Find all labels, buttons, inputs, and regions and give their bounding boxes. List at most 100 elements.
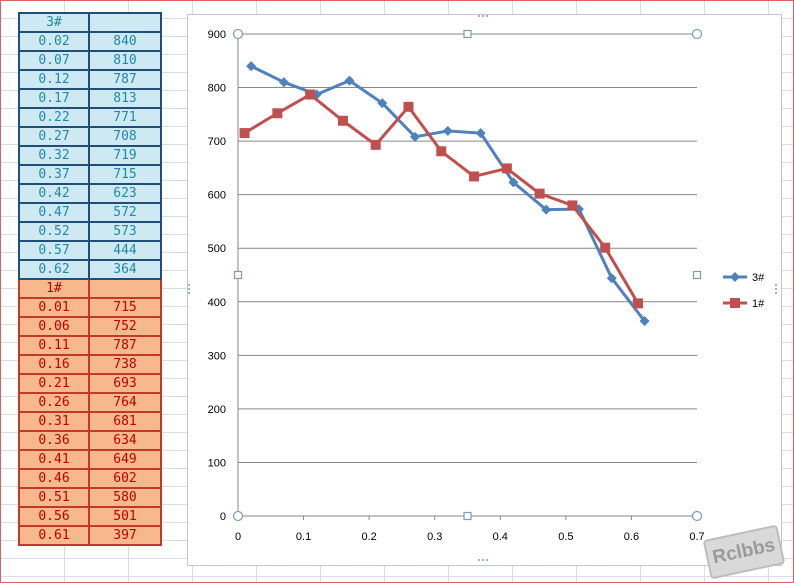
cell-y[interactable]: 715 <box>88 297 162 318</box>
line-chart[interactable]: 0 100 200 300 400 500 600 700 800 900 0 0.1 0.2 0.3 0.… <box>187 14 780 564</box>
cell-y[interactable]: 719 <box>88 145 162 166</box>
cell-y[interactable]: 787 <box>88 335 162 356</box>
frame-grip[interactable] <box>775 288 777 290</box>
data-point[interactable] <box>606 273 617 284</box>
cell-x[interactable]: 0.46 <box>18 468 90 489</box>
cell-y[interactable]: 787 <box>88 69 162 90</box>
data-point[interactable] <box>541 204 552 215</box>
cell-y[interactable]: 623 <box>88 183 162 204</box>
cell-x[interactable]: 0.32 <box>18 145 90 166</box>
selection-handles[interactable] <box>188 15 777 561</box>
data-point[interactable] <box>403 101 414 112</box>
chart-frame[interactable] <box>187 14 782 566</box>
cell-y[interactable]: 444 <box>88 240 162 261</box>
cell-y[interactable]: 771 <box>88 107 162 128</box>
cell-y[interactable]: 764 <box>88 392 162 413</box>
data-point[interactable] <box>730 272 740 282</box>
cell-y[interactable]: 813 <box>88 88 162 109</box>
data-point[interactable] <box>410 131 421 142</box>
cell-y[interactable]: 501 <box>88 506 162 527</box>
cell-x[interactable]: 0.47 <box>18 202 90 223</box>
frame-grip[interactable] <box>188 288 190 290</box>
cell-y[interactable]: 752 <box>88 316 162 337</box>
cell-y[interactable]: 634 <box>88 430 162 451</box>
cell-x[interactable]: 0.31 <box>18 411 90 432</box>
cell-x[interactable]: 0.42 <box>18 183 90 204</box>
frame-grip[interactable] <box>486 15 488 17</box>
data-point[interactable] <box>442 125 453 136</box>
data-point[interactable] <box>370 139 381 150</box>
cell-y[interactable]: 572 <box>88 202 162 223</box>
cell-x[interactable]: 0.22 <box>18 107 90 128</box>
cell-y[interactable]: 397 <box>88 525 162 546</box>
cell-x[interactable]: 0.61 <box>18 525 90 546</box>
frame-grip[interactable] <box>482 559 484 561</box>
data-point[interactable] <box>567 200 578 211</box>
cell-y[interactable]: 580 <box>88 487 162 508</box>
frame-grip[interactable] <box>486 559 488 561</box>
cell-x[interactable]: 0.16 <box>18 354 90 375</box>
frame-grip[interactable] <box>775 292 777 294</box>
cell-y[interactable]: 738 <box>88 354 162 375</box>
data-point[interactable] <box>730 298 740 308</box>
cell-x[interactable]: 0.27 <box>18 126 90 147</box>
cell-y[interactable]: 602 <box>88 468 162 489</box>
cell-x[interactable]: 0.51 <box>18 487 90 508</box>
cell-x[interactable]: 0.12 <box>18 69 90 90</box>
cell-x[interactable]: 0.37 <box>18 164 90 185</box>
data-point[interactable] <box>469 171 480 182</box>
cell-y[interactable]: 715 <box>88 164 162 185</box>
cell-y[interactable]: 810 <box>88 50 162 71</box>
cell-x[interactable]: 0.36 <box>18 430 90 451</box>
cell-y[interactable]: 681 <box>88 411 162 432</box>
data-point[interactable] <box>501 163 512 174</box>
resize-handle-corner[interactable] <box>232 28 244 40</box>
data-point[interactable] <box>239 128 250 139</box>
data-point[interactable] <box>475 128 486 139</box>
data-point[interactable] <box>337 115 348 126</box>
resize-handle-edge[interactable] <box>692 270 702 280</box>
cell-x[interactable]: 0.41 <box>18 449 90 470</box>
cell-y[interactable]: 708 <box>88 126 162 147</box>
cell-y[interactable] <box>88 12 162 33</box>
data-point[interactable] <box>632 298 643 309</box>
cell-x[interactable]: 0.01 <box>18 297 90 318</box>
cell-y[interactable]: 840 <box>88 31 162 52</box>
cell-x[interactable]: 0.11 <box>18 335 90 356</box>
frame-grip[interactable] <box>188 284 190 286</box>
data-point[interactable] <box>272 108 283 119</box>
resize-handle-edge[interactable] <box>463 29 472 39</box>
cell-y[interactable]: 649 <box>88 449 162 470</box>
cell-y[interactable] <box>88 278 162 299</box>
resize-handle-edge[interactable] <box>233 270 243 280</box>
cell-x[interactable]: 0.57 <box>18 240 90 261</box>
cell-y[interactable]: 364 <box>88 259 162 280</box>
frame-grip[interactable] <box>775 284 777 286</box>
data-point[interactable] <box>305 89 316 100</box>
frame-grip[interactable] <box>482 15 484 17</box>
resize-handle-edge[interactable] <box>463 511 472 521</box>
data-point[interactable] <box>377 98 388 109</box>
resize-handle-corner[interactable] <box>691 510 703 522</box>
data-point[interactable] <box>639 316 650 327</box>
frame-grip[interactable] <box>478 15 480 17</box>
data-point[interactable] <box>246 61 257 72</box>
cell-x[interactable]: 0.62 <box>18 259 90 280</box>
frame-grip[interactable] <box>478 559 480 561</box>
cell-x[interactable]: 0.56 <box>18 506 90 527</box>
cell-x[interactable]: 1# <box>18 278 90 299</box>
cell-x[interactable]: 0.07 <box>18 50 90 71</box>
data-point[interactable] <box>534 188 545 199</box>
cell-x[interactable]: 0.02 <box>18 31 90 52</box>
cell-x[interactable]: 0.21 <box>18 373 90 394</box>
cell-x[interactable]: 0.26 <box>18 392 90 413</box>
cell-x[interactable]: 0.06 <box>18 316 90 337</box>
data-point[interactable] <box>278 77 289 88</box>
data-point[interactable] <box>600 242 611 253</box>
resize-handle-corner[interactable] <box>691 28 703 40</box>
cell-y[interactable]: 573 <box>88 221 162 242</box>
cell-x[interactable]: 0.17 <box>18 88 90 109</box>
cell-y[interactable]: 693 <box>88 373 162 394</box>
cell-x[interactable]: 3# <box>18 12 90 33</box>
frame-grip[interactable] <box>188 292 190 294</box>
